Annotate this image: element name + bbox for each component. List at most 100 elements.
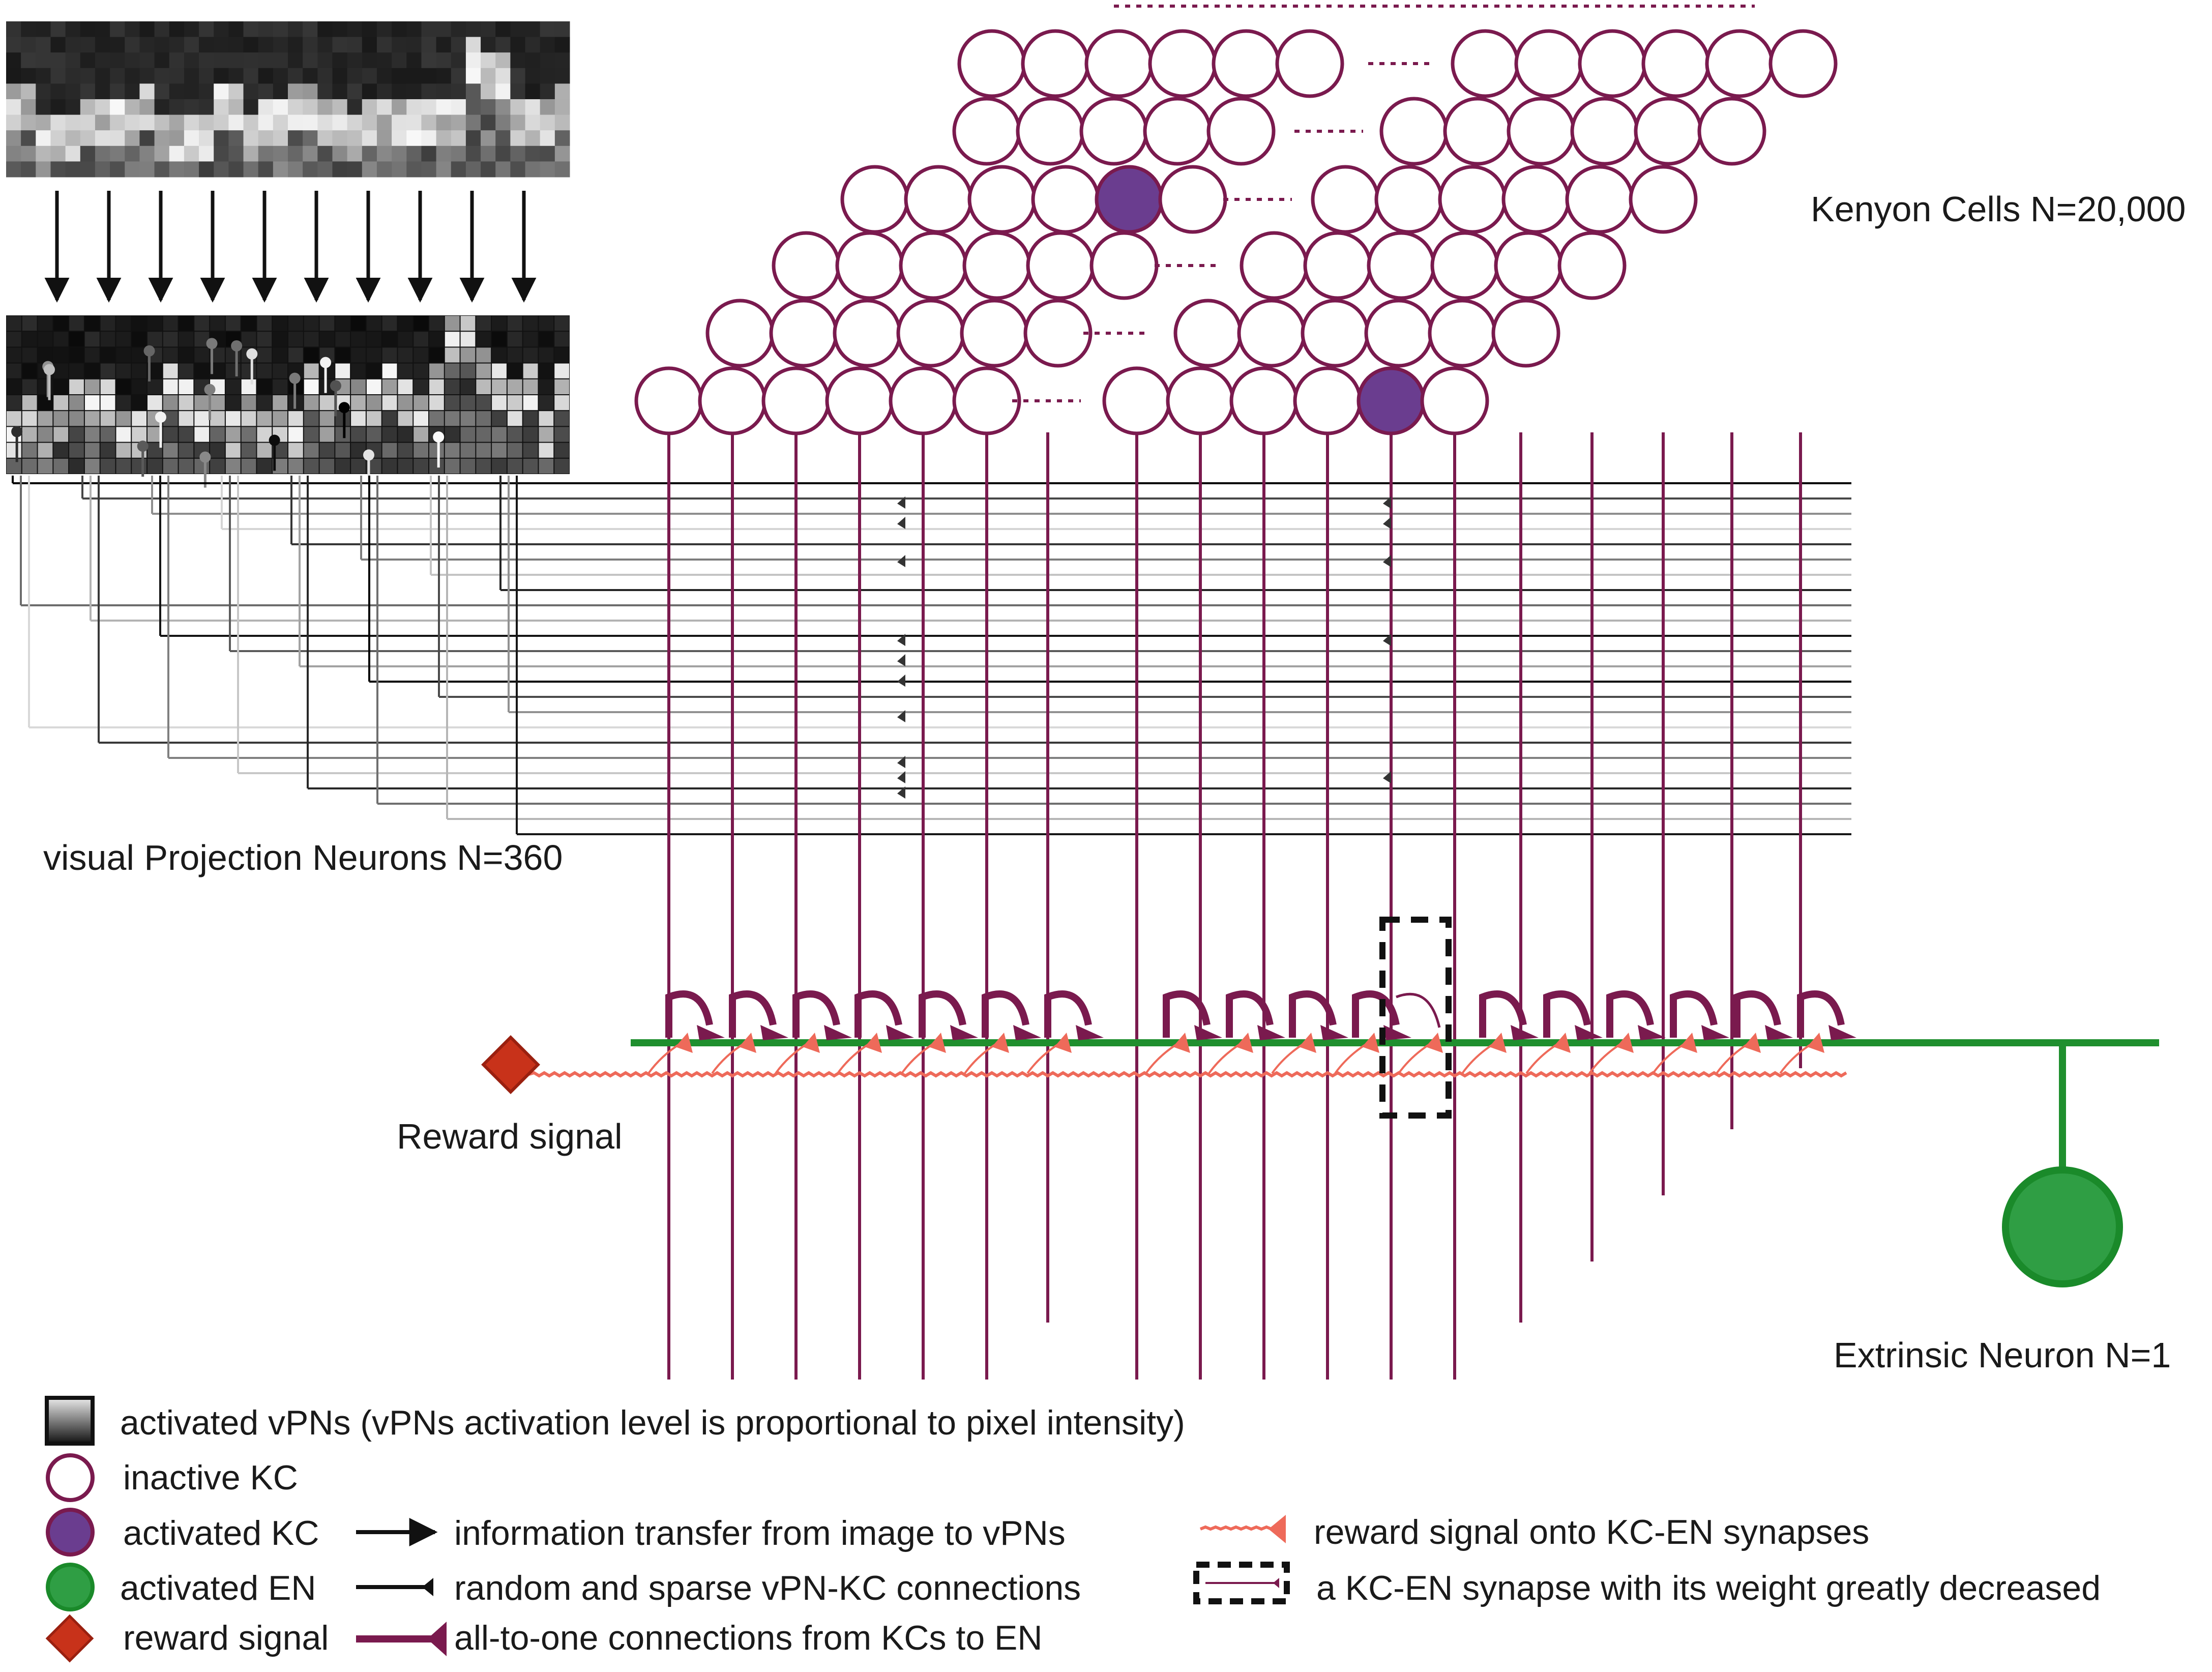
vpn-pixel [116, 316, 131, 331]
vpn-pixel [382, 443, 397, 458]
vpn-pixel [507, 347, 522, 363]
image-pixel [50, 83, 66, 100]
kenyon-cell [1102, 366, 1171, 435]
vpn-pixel [148, 458, 162, 474]
vpn-pixel [22, 347, 37, 363]
kenyon-cell [1021, 29, 1090, 98]
image-pixel [95, 68, 110, 84]
vpn-pixel [351, 395, 366, 410]
image-pixel [303, 37, 318, 53]
image-pixel [495, 52, 511, 69]
vpn-pixel [163, 363, 178, 378]
image-pixel [525, 145, 541, 162]
vpn-pixel [460, 395, 476, 410]
image-pixel [139, 68, 155, 84]
kenyon-cell [1428, 299, 1497, 368]
image-pixel [258, 130, 274, 146]
image-pixel [80, 99, 96, 115]
vpn-pixel [7, 379, 21, 394]
image-pixel [362, 114, 377, 131]
image-pixel [169, 145, 185, 162]
vpn-pixel [194, 427, 210, 442]
image-pixel [169, 114, 185, 131]
image-pixel [139, 37, 155, 53]
vpn-pixel [398, 443, 413, 458]
kenyon-cell [1212, 29, 1281, 98]
extrinsic-neuron-label: Extrinsic Neuron N=1 [1834, 1335, 2171, 1375]
kc-en-synapse [886, 1025, 914, 1040]
kenyon-cell [957, 29, 1026, 98]
image-pixel [273, 145, 288, 162]
vpn-pixel [257, 332, 272, 347]
vpn-pixel [69, 395, 84, 410]
image-pixel [451, 37, 466, 53]
image-pixel [169, 68, 185, 84]
kc-en-synapse [1638, 1025, 1666, 1040]
vpn-pixel [273, 379, 287, 394]
image-pixel [451, 99, 466, 115]
image-pixel [6, 145, 21, 162]
image-pixel [50, 99, 66, 115]
vpn-pixel [273, 395, 287, 410]
reward-branch [711, 1042, 746, 1074]
image-pixel [65, 21, 81, 38]
vpn-pixel [69, 347, 84, 363]
image-pixel [421, 52, 437, 69]
image-pixel [510, 161, 526, 178]
vpn-pixel [445, 347, 460, 363]
image-pixel [125, 83, 140, 100]
image-pixel [258, 114, 274, 131]
image-pixel [525, 114, 541, 131]
image-pixel [258, 145, 274, 162]
vpn-pixel [210, 316, 225, 331]
image-pixel [110, 145, 125, 162]
image-pixel [392, 37, 407, 53]
vpn-pixel [194, 395, 210, 410]
image-pixel [465, 114, 481, 131]
image-pixel [465, 68, 481, 84]
kenyon-cell [1768, 29, 1838, 98]
vpn-pixel [414, 411, 428, 426]
image-pixel [451, 161, 466, 178]
vpn-pixel [366, 411, 381, 426]
image-pixel [184, 114, 199, 131]
vpn-pixel [163, 379, 178, 394]
image-pixel [184, 21, 199, 38]
kenyon-cell [1206, 97, 1276, 166]
legend-reward-onto: reward signal onto KC-EN synapses [1314, 1513, 1869, 1551]
vpn-kc-synapse [1383, 771, 1391, 783]
image-pixel [21, 68, 36, 84]
legend-activated-en-icon [46, 1563, 95, 1611]
vpn-pixel [100, 458, 115, 474]
image-pixel [451, 114, 466, 131]
legend-random-sparse: random and sparse vPN-KC connections [454, 1569, 1081, 1607]
image-pixel [243, 52, 259, 69]
reward-synapse [1807, 1033, 1824, 1053]
vpn-pixel [116, 458, 131, 474]
kenyon-cell [904, 165, 973, 234]
image-pixel [125, 114, 140, 131]
image-pixel [125, 161, 140, 178]
vpn-pixel [414, 347, 428, 363]
image-pixel [214, 145, 229, 162]
vpn-sample-node [204, 384, 216, 395]
image-pixel [495, 21, 511, 38]
vpn-pixel [366, 395, 381, 410]
vpn-sample-node [155, 412, 166, 423]
kenyon-cell [899, 231, 968, 300]
vpn-pixel [132, 427, 146, 442]
vpn-pixel [22, 316, 37, 331]
reward-synapse [1054, 1033, 1072, 1053]
kenyon-cell-active [1356, 366, 1426, 435]
image-pixel [50, 161, 66, 178]
vpn-pixel [53, 363, 69, 378]
kenyon-cell [698, 366, 767, 435]
image-pixel [451, 130, 466, 146]
image-pixel [95, 161, 110, 178]
vpn-pixel [414, 458, 428, 474]
vpn-pixel [414, 316, 428, 331]
vpn-pixel [319, 443, 335, 458]
kc-en-synapse [1013, 1025, 1041, 1040]
kc-en-synapse [1194, 1025, 1222, 1040]
image-pixel [421, 99, 437, 115]
